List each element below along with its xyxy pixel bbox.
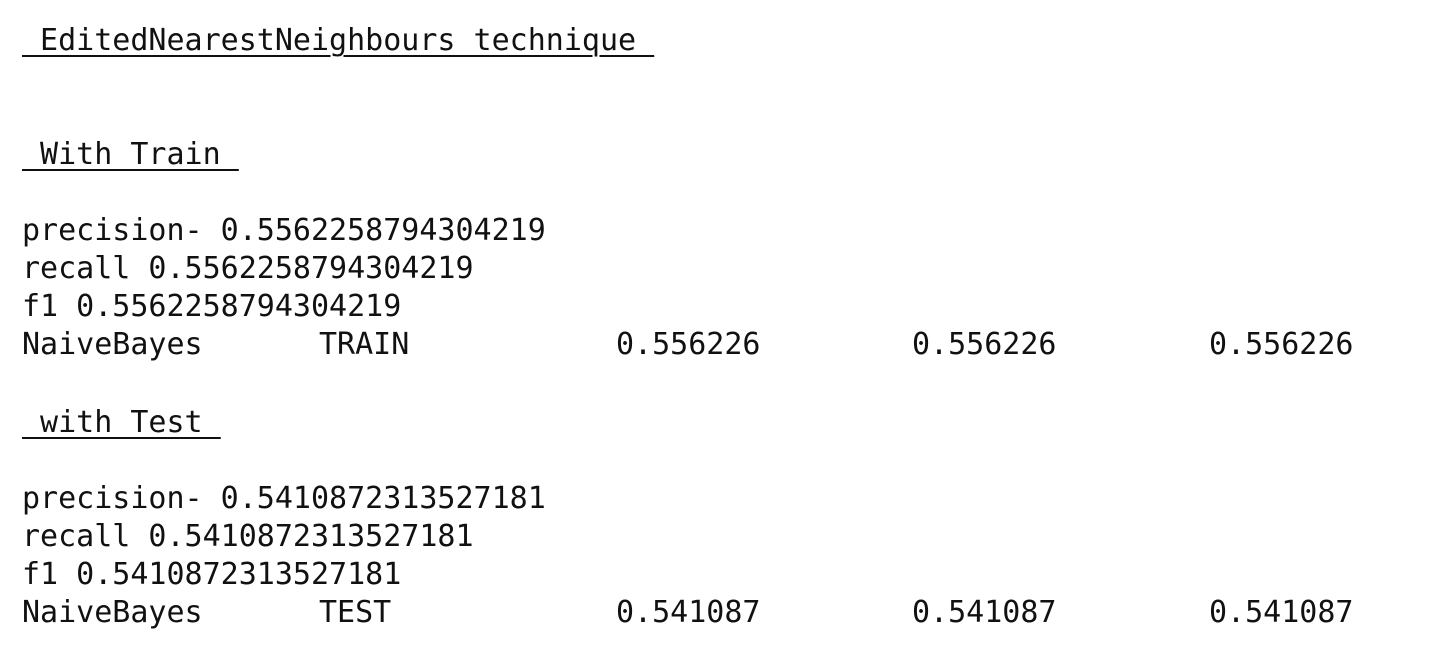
train-row-model: NaiveBayes [22,327,203,362]
train-precision-line: precision- 0.5562258794304219 [22,213,546,248]
train-row-recall: 0.556226 [912,327,1057,362]
test-row-split: TEST [319,595,392,630]
test-row-model: NaiveBayes [22,595,203,630]
train-section-label: _With Train_ [22,137,239,172]
test-row-recall: 0.541087 [912,595,1057,630]
technique-heading: _EditedNearestNeighbours technique_ [22,23,655,58]
test-row-precision: 0.541087 [616,595,761,630]
train-row-f1: 0.556226 [1209,327,1354,362]
train-row-precision: 0.556226 [616,327,761,362]
test-recall-line: recall 0.5410872313527181 [22,519,474,554]
train-row-split: TRAIN [319,327,410,362]
train-recall-line: recall 0.5562258794304219 [22,251,474,286]
test-section-label: _with Test_ [22,405,221,440]
train-f1-line: f1 0.5562258794304219 [22,289,402,324]
test-row-f1: 0.541087 [1209,595,1354,630]
test-precision-line: precision- 0.5410872313527181 [22,481,546,516]
test-f1-line: f1 0.5410872313527181 [22,557,402,592]
